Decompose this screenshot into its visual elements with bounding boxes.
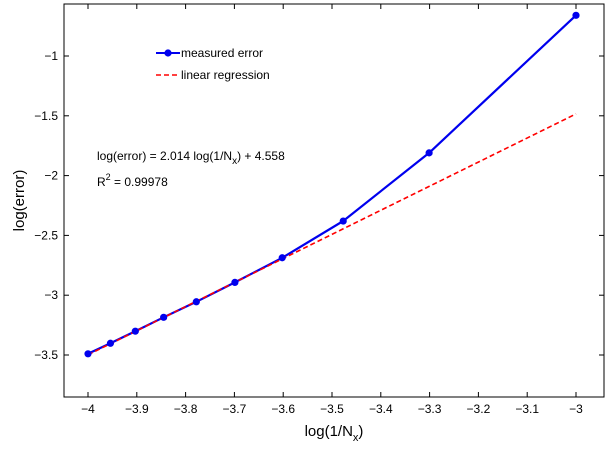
y-tick-label: −3 (44, 288, 58, 302)
regression-equation-suffix: ) + 4.558 (237, 149, 285, 163)
x-axis-label-subscript: x (353, 432, 359, 444)
legend-label-linear-regression: linear regression (181, 68, 270, 82)
legend-label-measured-error: measured error (181, 46, 263, 60)
series-line-measured-error (87, 14, 577, 355)
x-tick-label: −3.7 (223, 402, 247, 416)
legend-marker-measured-error (164, 49, 172, 57)
plot-area-frame (63, 3, 605, 398)
data-point-measured-error (425, 149, 433, 157)
data-point-measured-error (231, 278, 239, 287)
y-tick-label: −3.5 (34, 348, 58, 362)
x-tick-label: −3.2 (467, 402, 491, 416)
x-tick-label: −3.9 (125, 402, 149, 416)
x-tick-label: −3.1 (515, 402, 539, 416)
r-squared-value: = 0.99978 (111, 175, 168, 189)
data-point-measured-error (106, 339, 115, 347)
data-point-measured-error (131, 327, 139, 335)
data-point-measured-error (192, 298, 200, 306)
x-tick-label: −3.4 (369, 402, 393, 416)
r-squared-main: R (97, 175, 106, 189)
x-axis-label: log(1/Nx) (305, 423, 364, 444)
y-tick-label: −1 (44, 49, 58, 63)
series-layer (84, 11, 580, 358)
regression-equation-subscript: x (232, 156, 237, 167)
data-point-measured-error (160, 313, 168, 321)
regression-equation: log(error) = 2.014 log(1/Nx) + 4.558 (97, 149, 285, 167)
x-tick-label: −3.8 (174, 402, 198, 416)
x-tick-label: −3.3 (418, 402, 442, 416)
x-tick-label: −4 (81, 402, 95, 416)
x-axis-ticks: −4 −3.9 −3.8 −3.7 −3.6 −3.5 −3.4 −3.3 −3.2 −3.1 −3 (81, 4, 583, 416)
x-tick-label: −3.6 (271, 402, 295, 416)
regression-equation-main: log(error) = 2.014 log(1/N (97, 149, 232, 163)
data-point-measured-error (339, 217, 347, 225)
x-axis-label-main: log(1/N (305, 423, 353, 440)
data-point-measured-error (84, 350, 92, 358)
x-tick-label: −3.5 (320, 402, 344, 416)
data-point-measured-error (278, 254, 286, 262)
r-squared-annotation: R2 = 0.99978 (97, 172, 168, 189)
r-squared-superscript: 2 (106, 172, 111, 182)
legend: measured error linear regression (156, 46, 270, 82)
series-line-linear-regression (87, 113, 577, 356)
x-axis-label-close: ) (358, 423, 363, 440)
y-axis-ticks: −3.5 −3 −2.5 −2 −1.5 −1 (34, 49, 604, 362)
x-tick-label: −3 (569, 402, 583, 416)
y-axis-label: log(error) (11, 170, 28, 232)
data-point-measured-error (572, 11, 580, 19)
y-tick-label: −2 (44, 169, 58, 183)
y-tick-label: −1.5 (34, 109, 58, 123)
y-tick-label: −2.5 (34, 228, 58, 242)
